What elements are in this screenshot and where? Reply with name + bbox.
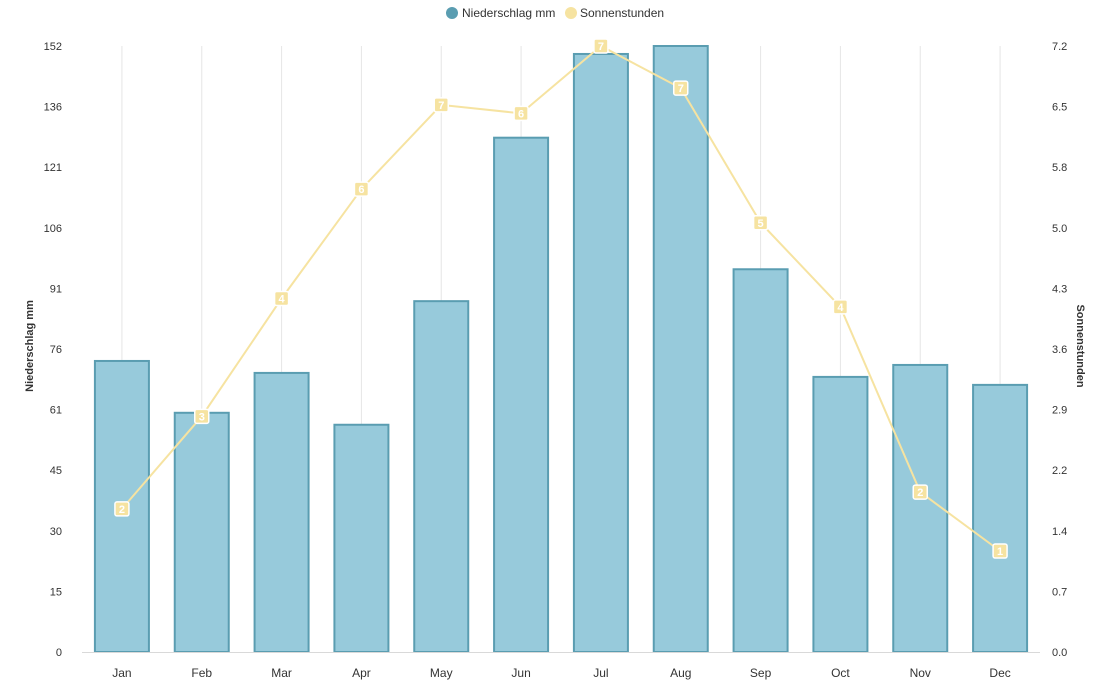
y-tick-label-right: 5.0: [1052, 223, 1067, 235]
x-tick-label: Feb: [191, 666, 212, 680]
bar[interactable]: [972, 383, 1029, 653]
y-tick-label-right: 0.7: [1052, 586, 1067, 598]
line-point[interactable]: [114, 501, 130, 517]
x-tick-label: Aug: [670, 666, 691, 680]
x-tick-label: Jun: [511, 666, 530, 680]
legend-marker-niederschlag: [446, 7, 458, 19]
y-tick-label-right: 5.8: [1052, 162, 1067, 174]
line-path: [121, 44, 1001, 552]
bar[interactable]: [173, 411, 230, 653]
y-tick-label-left: 61: [50, 405, 62, 417]
bar[interactable]: [652, 45, 709, 653]
y-axis-left-title: Niederschlag mm: [24, 300, 36, 392]
x-tick-label: May: [430, 666, 453, 680]
bar[interactable]: [413, 300, 470, 653]
legend-marker-sonnenstunden: [565, 7, 577, 19]
line-point-label: 2: [119, 504, 125, 516]
y-tick-label-right: 3.6: [1052, 344, 1067, 356]
y-tick-label-left: 30: [50, 526, 62, 538]
line-point[interactable]: [752, 215, 769, 231]
line-point[interactable]: [912, 484, 928, 500]
line-point-label: 4: [837, 302, 844, 314]
y-tick-label-left: 15: [50, 586, 62, 598]
line-point[interactable]: [513, 105, 529, 122]
x-tick-label: Mar: [271, 666, 292, 680]
line-point-label: 4: [279, 294, 286, 306]
x-tick-label: Jan: [112, 666, 131, 680]
bar[interactable]: [253, 371, 310, 653]
legend-item-niederschlag[interactable]: Niederschlag mm: [446, 6, 555, 20]
y-axis-right-title: Sonnenstunden: [1074, 304, 1086, 387]
line-point-label: 2: [917, 487, 923, 499]
y-tick-label-right: 0.0: [1052, 647, 1067, 659]
y-tick-label-left: 136: [44, 102, 62, 114]
line-point-label: 7: [598, 41, 604, 53]
y-tick-label-left: 0: [56, 647, 62, 659]
legend-label-niederschlag: Niederschlag mm: [462, 6, 555, 20]
y-tick-label-right: 1.4: [1052, 526, 1067, 538]
legend-item-sonnenstunden[interactable]: Sonnenstunden: [565, 6, 664, 20]
line-point[interactable]: [353, 181, 370, 197]
line-point-label: 6: [518, 108, 524, 120]
y-tick-label-right: 7.2: [1052, 41, 1067, 53]
x-tick-label: Oct: [831, 666, 850, 680]
y-tick-label-left: 45: [50, 465, 62, 477]
y-tick-label-left: 121: [44, 162, 62, 174]
legend: Niederschlag mm Sonnenstunden: [446, 6, 664, 20]
line-point-label: 7: [678, 83, 684, 95]
y-tick-label-right: 4.3: [1052, 283, 1067, 295]
line-point-label: 7: [438, 100, 444, 112]
line-point-label: 6: [358, 184, 364, 196]
line-point[interactable]: [992, 543, 1008, 559]
x-tick-label: Dec: [989, 666, 1010, 680]
bar[interactable]: [333, 423, 390, 653]
legend-label-sonnenstunden: Sonnenstunden: [580, 6, 664, 20]
bar-series: [93, 45, 1029, 653]
x-tick-label: Apr: [352, 666, 371, 680]
y-tick-label-left: 76: [50, 344, 62, 356]
x-tick-label: Jul: [593, 666, 608, 680]
y-tick-label-right: 2.9: [1052, 405, 1067, 417]
y-tick-label-left: 91: [50, 283, 62, 295]
bar[interactable]: [732, 268, 789, 653]
axes: 01530456176911061211361520.00.71.42.22.9…: [44, 41, 1068, 680]
y-tick-label-left: 152: [44, 41, 62, 53]
bar[interactable]: [493, 136, 550, 653]
line-point-label: 3: [199, 411, 205, 423]
line-point[interactable]: [194, 408, 210, 425]
bar[interactable]: [812, 375, 869, 653]
line-point-label: 1: [997, 546, 1003, 558]
line-point[interactable]: [593, 38, 609, 54]
x-tick-label: Nov: [910, 666, 931, 680]
bar[interactable]: [572, 52, 629, 653]
x-tick-label: Sep: [750, 666, 772, 680]
line-point-label: 5: [758, 218, 764, 230]
line-point[interactable]: [832, 299, 849, 315]
line-point[interactable]: [433, 97, 449, 113]
line-point[interactable]: [273, 290, 290, 307]
line-series: 2 3 4 6 7 6 7 7 5 4 2 1: [114, 38, 1008, 559]
bar[interactable]: [892, 363, 949, 653]
line-point[interactable]: [673, 80, 689, 96]
y-tick-label-right: 6.5: [1052, 102, 1067, 114]
y-tick-label-right: 2.2: [1052, 465, 1067, 477]
y-tick-label-left: 106: [44, 223, 62, 235]
